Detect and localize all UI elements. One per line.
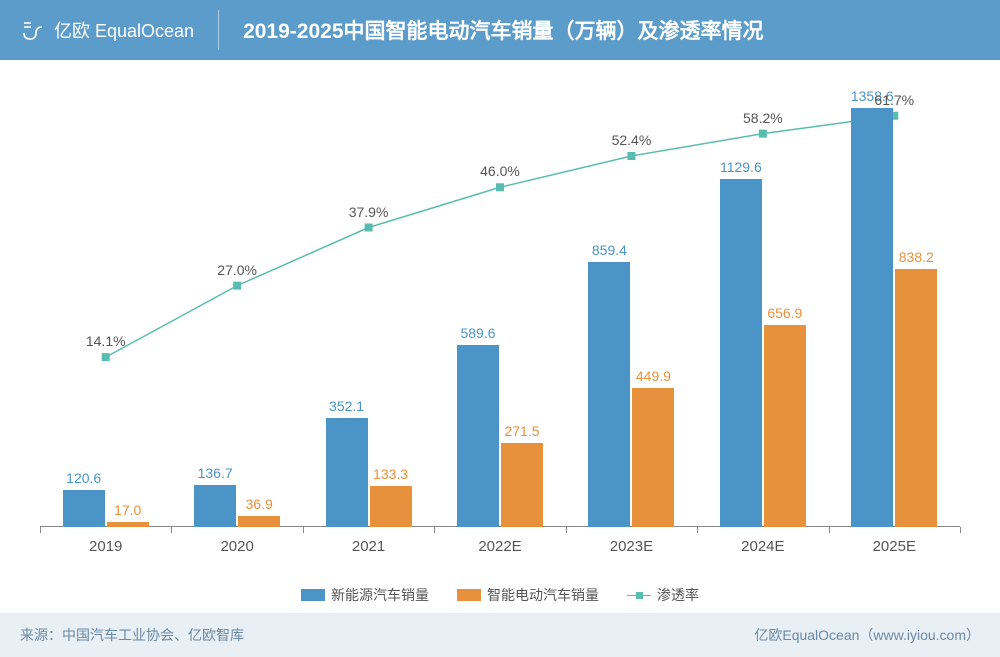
bar-series2-label: 17.0 (98, 502, 158, 518)
x-tick (171, 527, 172, 533)
bar-series2-label: 449.9 (623, 368, 683, 384)
legend-swatch-bar (457, 589, 481, 601)
bar-series2 (107, 522, 149, 527)
line-point-label: 46.0% (480, 163, 520, 179)
bar-series2-label: 838.2 (886, 249, 946, 265)
bar-series1-label: 589.6 (448, 325, 508, 341)
x-tick (829, 527, 830, 533)
line-point-label: 14.1% (86, 333, 126, 349)
bar-series2-label: 133.3 (361, 466, 421, 482)
legend: 新能源汽车销量 智能电动汽车销量 渗透率 (0, 585, 1000, 605)
x-axis-label: 2021 (309, 538, 429, 555)
brand-text: 亿欧 EqualOcean (54, 17, 194, 43)
legend-item: 渗透率 (627, 585, 699, 605)
x-axis-label: 2020 (177, 538, 297, 555)
line-marker (233, 282, 241, 290)
bar-series1 (851, 108, 893, 527)
bar-series2 (895, 269, 937, 527)
bar-series2 (238, 516, 280, 527)
bar-series1 (588, 262, 630, 527)
line-marker (365, 224, 373, 232)
bar-series2-label: 271.5 (492, 423, 552, 439)
legend-label: 新能源汽车销量 (331, 585, 429, 605)
line-marker (759, 130, 767, 138)
bar-series1-label: 859.4 (579, 242, 639, 258)
bar-series2 (501, 443, 543, 527)
bar-series1 (720, 179, 762, 527)
x-axis-label: 2025E (834, 538, 954, 555)
x-tick (697, 527, 698, 533)
line-point-label: 37.9% (349, 204, 389, 220)
line-point-label: 27.0% (217, 262, 257, 278)
x-tick (40, 527, 41, 533)
x-axis-label: 2022E (440, 538, 560, 555)
bar-series2 (764, 325, 806, 528)
x-axis-label: 2023E (571, 538, 691, 555)
line-marker (496, 183, 504, 191)
x-tick (434, 527, 435, 533)
legend-item: 智能电动汽车销量 (457, 585, 599, 605)
plot-region: 120.617.02019136.736.92020352.1133.32021… (40, 80, 960, 527)
bar-series2-label: 36.9 (229, 496, 289, 512)
legend-label: 渗透率 (657, 585, 699, 605)
chart-title: 2019-2025中国智能电动汽车销量（万辆）及渗透率情况 (219, 15, 763, 45)
footer-bar: 来源：中国汽车工业协会、亿欧智库 亿欧EqualOcean（www.iyiou.… (0, 613, 1000, 657)
bar-series1-label: 1129.6 (711, 159, 771, 175)
legend-swatch-bar (301, 589, 325, 601)
x-axis-label: 2019 (46, 538, 166, 555)
bar-series1-label: 352.1 (317, 398, 377, 414)
x-tick (960, 527, 961, 533)
line-marker (627, 152, 635, 160)
line-marker (102, 353, 110, 361)
legend-item: 新能源汽车销量 (301, 585, 429, 605)
header-bar: 亿欧 EqualOcean 2019-2025中国智能电动汽车销量（万辆）及渗透… (0, 0, 1000, 60)
bar-series1-label: 120.6 (54, 470, 114, 486)
source-text: 来源：中国汽车工业协会、亿欧智库 (20, 625, 244, 645)
credit-text: 亿欧EqualOcean（www.iyiou.com） (754, 625, 980, 645)
line-point-label: 61.7% (874, 92, 914, 108)
bar-series2 (632, 388, 674, 527)
line-point-label: 52.4% (612, 132, 652, 148)
legend-swatch-line (627, 589, 651, 601)
bar-series2 (370, 486, 412, 527)
line-point-label: 58.2% (743, 110, 783, 126)
line-series-svg (40, 80, 960, 527)
x-tick (566, 527, 567, 533)
bar-series2-label: 656.9 (755, 305, 815, 321)
x-axis-label: 2024E (703, 538, 823, 555)
logo-icon (20, 17, 46, 43)
legend-label: 智能电动汽车销量 (487, 585, 599, 605)
x-tick (303, 527, 304, 533)
chart-area: 120.6 17.0 2019 136.7 36.9 2020 352.1 133.3 2021… (40, 80, 960, 567)
bar-series1-label: 136.7 (185, 465, 245, 481)
brand-logo: 亿欧 EqualOcean (20, 10, 219, 50)
